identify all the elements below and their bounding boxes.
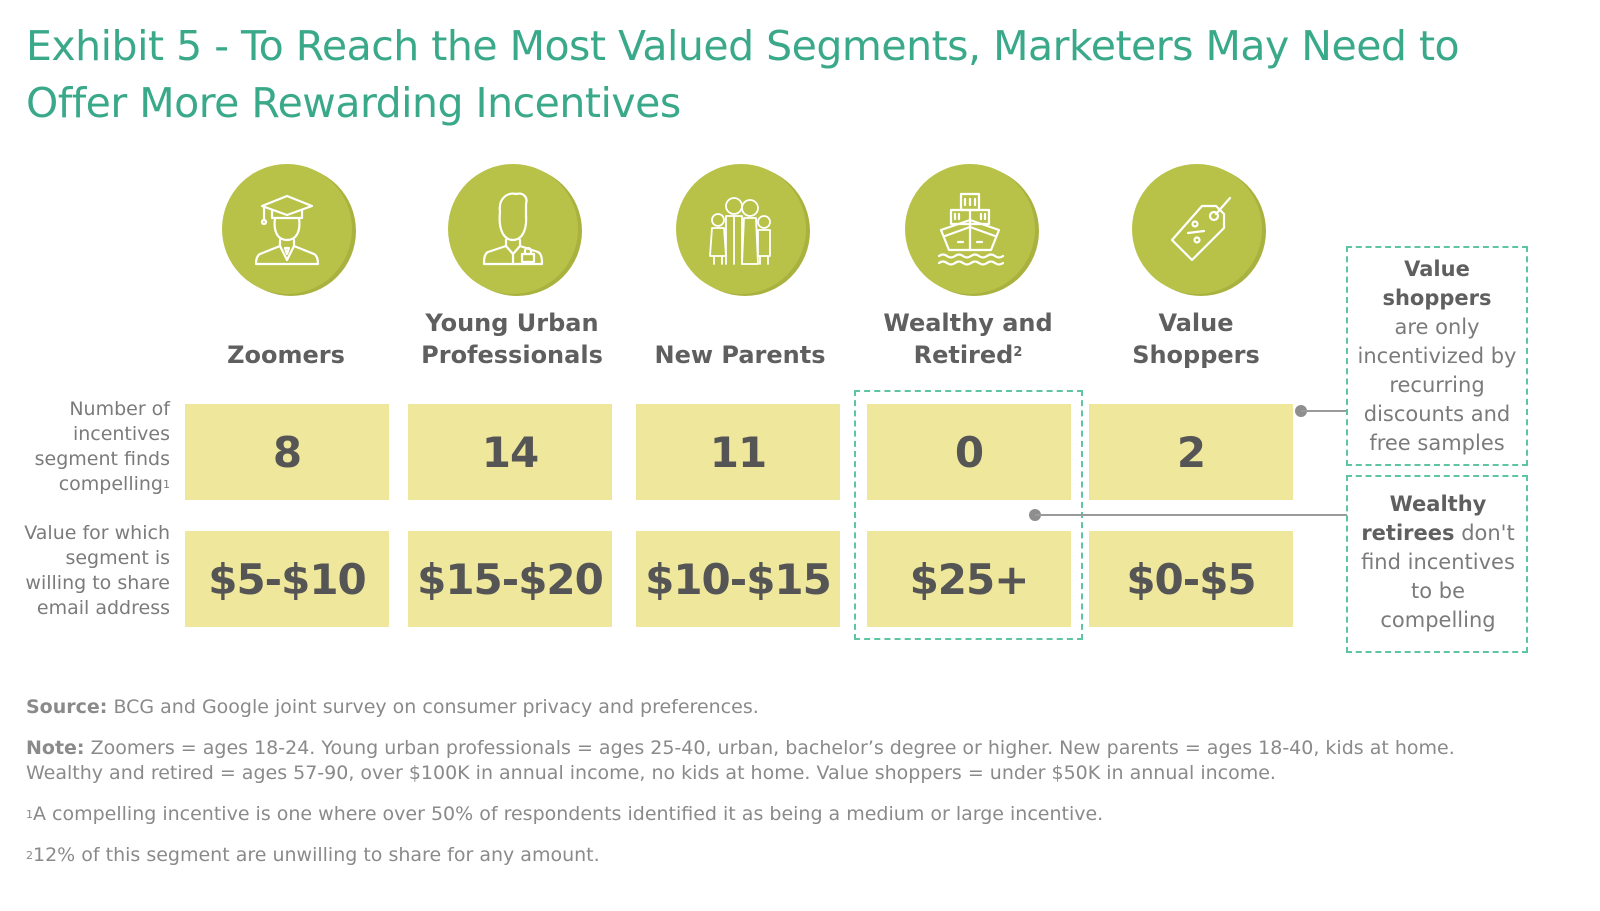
title-line-1: Exhibit 5 - To Reach the Most Valued Seg… — [26, 22, 1460, 70]
segment-label-wealthy-and-retired: Wealthy and Retired2 — [883, 309, 1053, 369]
cruise-ship-icon — [937, 192, 1005, 266]
price-tag-icon — [1170, 196, 1232, 262]
connector-line-wealthy-retirees — [1035, 514, 1347, 516]
value-cell-value-shoppers: $0-$5 — [1089, 531, 1293, 627]
footnote-1: 1A compelling incentive is one where ove… — [26, 803, 1104, 825]
count-cell-zoomers: 8 — [185, 404, 389, 500]
row-label-email-value: Value for which segment is willing to sh… — [24, 522, 170, 619]
exhibit-title: Exhibit 5 - To Reach the Most Valued Seg… — [26, 18, 1566, 132]
row-label-incentive-count: Number of incentives segment finds compe… — [34, 398, 170, 495]
value-shoppers-callout-text: Value shoppers are only incentivized by … — [1357, 257, 1517, 455]
segment-label-zoomers: Zoomers — [227, 341, 345, 369]
title-line-2: Offer More Rewarding Incentives — [26, 79, 681, 127]
zoomers-icon-circle — [222, 164, 352, 294]
connector-line-value-shoppers — [1301, 410, 1347, 412]
wealthy-retired-icon-circle — [905, 164, 1035, 294]
footnote-2: 212% of this segment are unwilling to sh… — [26, 844, 600, 866]
segment-definitions-note: Note: Zoomers = ages 18-24. Young urban … — [26, 737, 1455, 784]
segment-label-value-shoppers: Value Shoppers — [1132, 309, 1260, 369]
wealthy-retirees-callout-box — [1346, 475, 1528, 653]
young-urban-professionals-icon-circle — [448, 164, 578, 294]
family-icon — [709, 197, 771, 265]
count-cell-value-shoppers: 2 — [1089, 404, 1293, 500]
count-cell-wealthy-and-retired: 0 — [867, 404, 1071, 500]
wealthy-retirees-callout-text: Wealthy retirees don't find incentives t… — [1361, 492, 1515, 632]
value-cell-wealthy-and-retired: $25+ — [867, 531, 1071, 627]
value-shoppers-callout-box — [1346, 246, 1528, 466]
value-shoppers-icon-circle — [1132, 164, 1262, 294]
value-cell-zoomers: $5-$10 — [185, 531, 389, 627]
footnote-mark-2: 2 — [1013, 345, 1023, 360]
count-cell-new-parents: 11 — [636, 404, 840, 500]
source-note: Source: BCG and Google joint survey on c… — [26, 696, 759, 718]
segment-label-new-parents: New Parents — [654, 341, 826, 369]
professional-icon — [482, 192, 544, 266]
count-cell-young-urban-professionals: 14 — [408, 404, 612, 500]
segment-label-young-urban-professionals: Young Urban Professionals — [421, 309, 603, 369]
value-cell-young-urban-professionals: $15-$20 — [408, 531, 612, 627]
new-parents-icon-circle — [676, 164, 806, 294]
graduate-icon — [254, 194, 320, 266]
value-cell-new-parents: $10-$15 — [636, 531, 840, 627]
